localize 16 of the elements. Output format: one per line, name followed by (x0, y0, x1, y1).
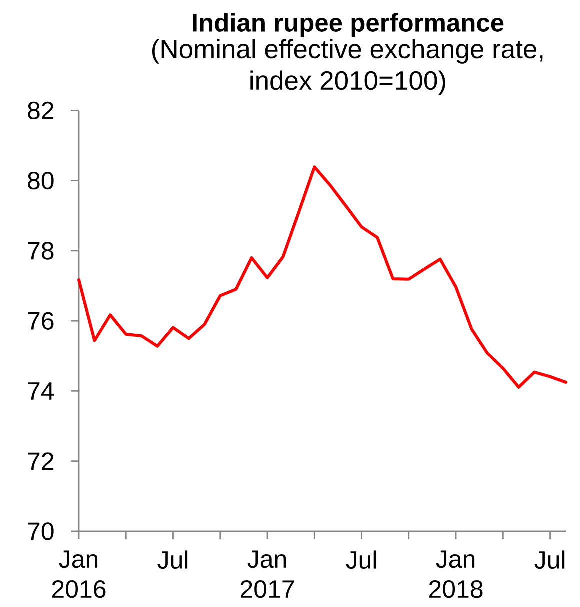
chart-title: Indian rupee performance (193, 13, 504, 37)
x-tick-label: Jan 2017 (240, 550, 294, 598)
line-series (78, 166, 568, 389)
chart-subtitle: (Nominal effective exchange rate, index 2010=100) (152, 39, 543, 96)
x-tick-label: Jul (534, 550, 565, 570)
y-tick-label: 70 (28, 522, 54, 540)
y-tick-label: 76 (28, 312, 54, 330)
x-tick-label: Jan 2018 (429, 550, 483, 598)
x-tick-label: Jan 2016 (52, 550, 106, 598)
x-tick-label: Jul (346, 550, 376, 570)
y-tick-label: 78 (28, 242, 54, 260)
y-tick-label: 72 (28, 452, 54, 470)
y-tick-label: 82 (28, 102, 54, 120)
y-tick-label: 74 (28, 382, 54, 400)
y-tick-label: 80 (28, 172, 54, 190)
x-tick-label: Jul (158, 550, 188, 570)
